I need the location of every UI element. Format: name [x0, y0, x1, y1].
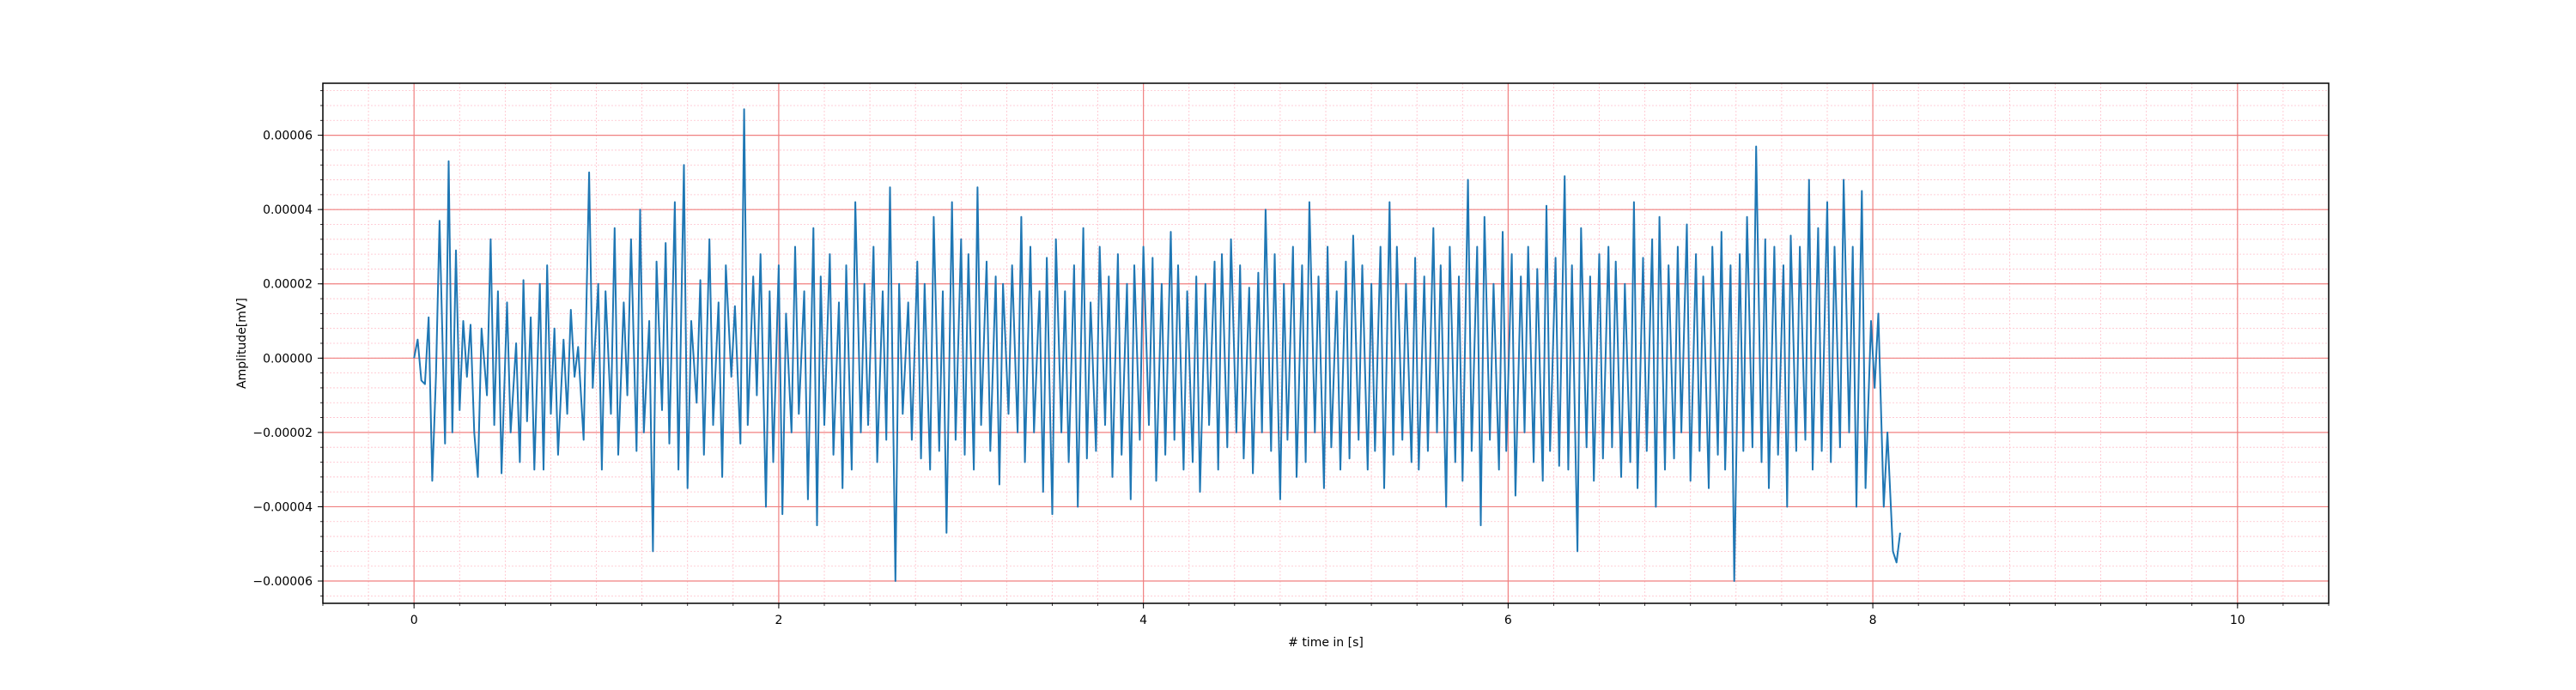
y-tick-label: 0.00000	[263, 352, 313, 366]
x-axis-label: # time in [s]	[1288, 636, 1364, 650]
x-tick-label: 6	[1504, 614, 1512, 627]
y-tick-label: −0.00002	[252, 427, 313, 440]
x-tick-label: 2	[775, 614, 782, 627]
x-tick-label: 10	[2230, 614, 2245, 627]
ticks-layer: −0.00006 −0.00004 −0.00002 0.00000 0.00002 0.…	[252, 90, 2330, 627]
y-tick-label: 0.00006	[263, 130, 313, 143]
x-tick-label: 0	[410, 614, 418, 627]
x-tick-label: 8	[1869, 614, 1877, 627]
y-tick-label: 0.00002	[263, 278, 313, 292]
x-tick-label: 4	[1139, 614, 1147, 627]
series-line-signal	[413, 108, 1901, 582]
y-tick-label: −0.00004	[252, 500, 313, 514]
y-tick-label: 0.00004	[263, 203, 313, 217]
series-layer	[413, 108, 1901, 582]
y-tick-label: −0.00006	[252, 575, 313, 589]
y-axis-label: Amplitude[mV]	[235, 298, 249, 389]
